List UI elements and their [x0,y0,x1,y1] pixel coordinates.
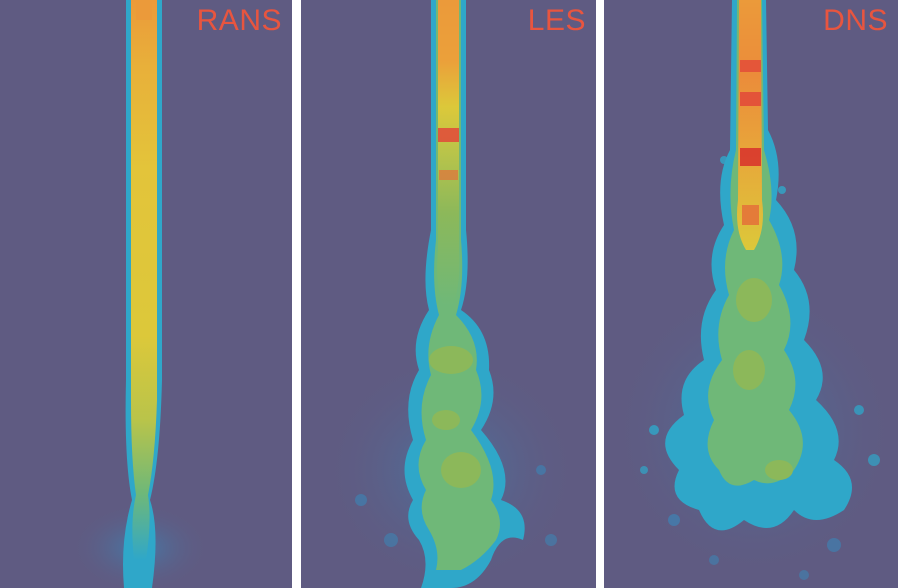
les-label: LES [527,4,586,37]
les-jet-image [321,0,581,588]
rans-label: RANS [196,4,282,37]
dns-label: DNS [823,4,888,37]
dns-panel: DNS [604,0,898,588]
rans-panel: RANS [0,0,292,588]
rans-jet-image [70,0,210,588]
les-panel: LES [301,0,596,588]
dns-jet-image [609,0,898,580]
